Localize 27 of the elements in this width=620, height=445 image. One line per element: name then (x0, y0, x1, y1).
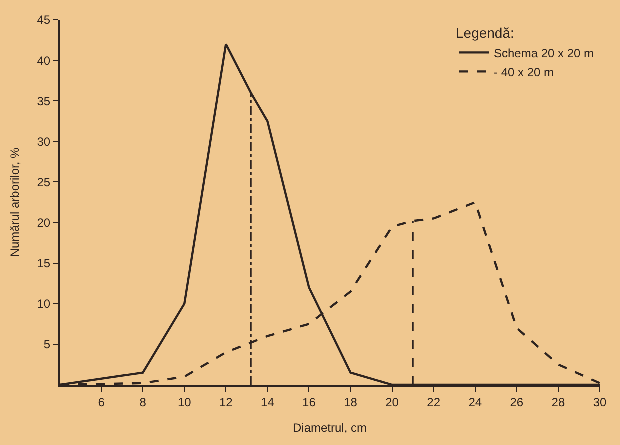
x-tick-label: 22 (427, 395, 441, 410)
y-tick-label: 15 (37, 256, 51, 271)
x-tick-label: 12 (219, 395, 234, 410)
y-tick-label: 10 (37, 297, 51, 312)
y-tick-label: 25 (37, 175, 51, 190)
y-tick-label: 35 (37, 94, 51, 108)
x-tick-label: 18 (344, 395, 358, 410)
y-tick-label: 5 (44, 338, 51, 352)
y-axis-title: Numărul arborilor, % (8, 147, 22, 258)
x-tick-label: 24 (468, 395, 482, 410)
x-tick-label: 10 (178, 395, 192, 410)
x-tick-label: 8 (140, 395, 147, 410)
x-tick-label: 20 (386, 395, 400, 410)
legend-label: Schema 20 x 20 m (494, 46, 594, 60)
x-tick-label: 16 (302, 395, 316, 410)
x-tick-label: 30 (593, 395, 607, 410)
y-tick-label: 20 (37, 216, 51, 230)
y-tick-label: 40 (37, 54, 51, 68)
legend-label: - 40 x 20 m (494, 65, 554, 80)
x-tick-label: 26 (510, 395, 524, 410)
x-tick-label: 28 (552, 395, 566, 410)
y-tick-label: 30 (37, 134, 51, 149)
y-tick-label: 45 (37, 13, 51, 28)
x-tick-label: 6 (98, 395, 106, 410)
legend-title: Legendă: (456, 25, 514, 42)
x-tick-label: 14 (261, 395, 275, 410)
x-axis-title: Diametrul, cm (292, 420, 368, 435)
